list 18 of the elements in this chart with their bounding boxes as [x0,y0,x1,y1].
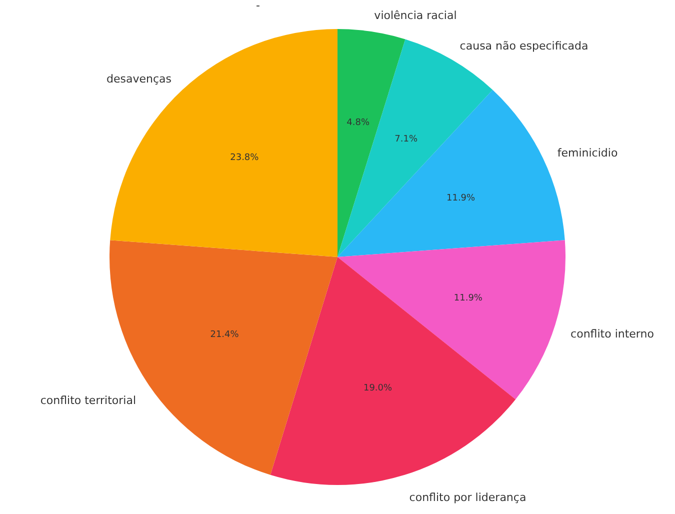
slice-label: feminicidio [557,146,618,160]
data-label: 11.9% [446,194,476,204]
data-label: 7.1% [394,134,418,145]
slice-label: desavenças [106,72,172,86]
pie-slice [270,257,516,485]
data-label: 11.9% [454,293,483,304]
slice-label: conflito por liderança [409,490,526,504]
text: - [256,0,260,12]
slice-label: conflito interno [570,327,654,340]
data-label: 21.4% [210,330,240,340]
data-label: 4.8% [346,118,370,128]
data-label: 23.8% [230,152,260,163]
pie-slice [338,240,566,400]
slice-label: violência racial [374,8,457,22]
slice-label: conflito territorial [40,394,136,407]
data-label: 19.0% [363,384,393,394]
slice-label: causa não especificada [460,39,588,52]
pie-slice [338,39,493,257]
